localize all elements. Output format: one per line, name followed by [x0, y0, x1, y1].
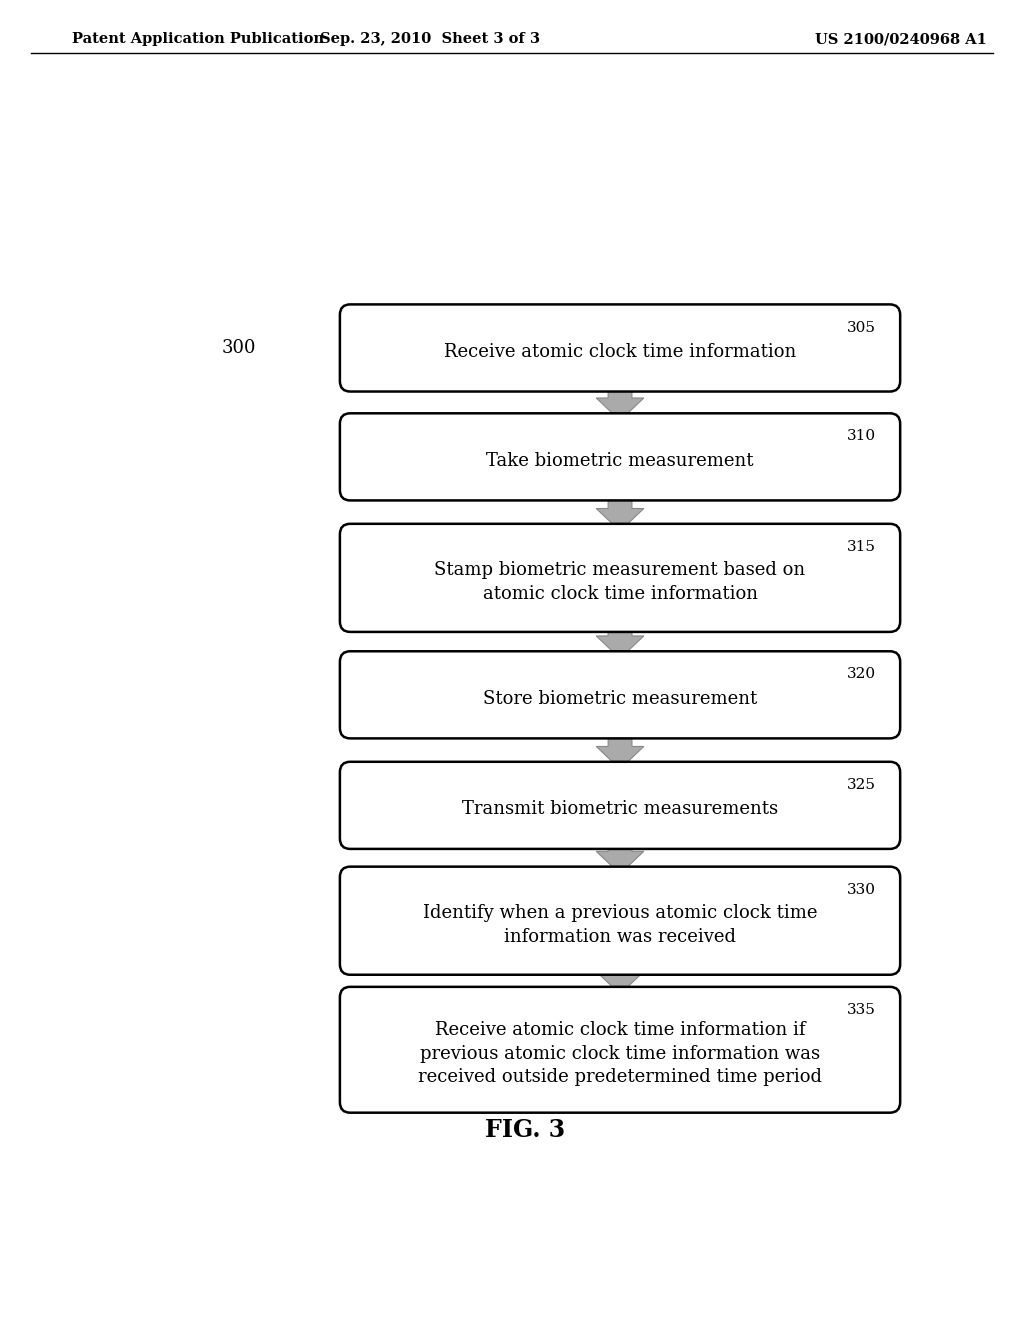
FancyBboxPatch shape — [340, 762, 900, 849]
Text: US 2100/0240968 A1: US 2100/0240968 A1 — [815, 32, 987, 46]
Text: 305: 305 — [847, 321, 876, 334]
Text: Receive atomic clock time information: Receive atomic clock time information — [444, 343, 796, 360]
Text: FIG. 3: FIG. 3 — [484, 1118, 565, 1142]
Text: Stamp biometric measurement based on
atomic clock time information: Stamp biometric measurement based on ato… — [434, 561, 806, 603]
FancyBboxPatch shape — [340, 413, 900, 500]
Polygon shape — [596, 968, 644, 994]
Text: Identify when a previous atomic clock time
information was received: Identify when a previous atomic clock ti… — [423, 904, 817, 945]
Text: 330: 330 — [847, 883, 876, 896]
Polygon shape — [596, 624, 644, 659]
Text: Patent Application Publication: Patent Application Publication — [72, 32, 324, 46]
Polygon shape — [596, 384, 644, 421]
Text: 300: 300 — [222, 339, 256, 356]
Text: Sep. 23, 2010  Sheet 3 of 3: Sep. 23, 2010 Sheet 3 of 3 — [321, 32, 540, 46]
Text: Store biometric measurement: Store biometric measurement — [483, 690, 757, 708]
Text: Take biometric measurement: Take biometric measurement — [486, 451, 754, 470]
Text: 310: 310 — [847, 429, 876, 444]
FancyBboxPatch shape — [340, 305, 900, 392]
FancyBboxPatch shape — [340, 867, 900, 974]
Polygon shape — [596, 842, 644, 874]
Polygon shape — [596, 731, 644, 770]
Text: Transmit biometric measurements: Transmit biometric measurements — [462, 800, 778, 818]
FancyBboxPatch shape — [340, 651, 900, 738]
FancyBboxPatch shape — [340, 524, 900, 632]
Polygon shape — [596, 494, 644, 531]
Text: 335: 335 — [847, 1003, 876, 1016]
Text: Receive atomic clock time information if
previous atomic clock time information : Receive atomic clock time information if… — [418, 1022, 822, 1086]
Text: 325: 325 — [847, 777, 876, 792]
FancyBboxPatch shape — [340, 987, 900, 1113]
Text: 320: 320 — [847, 668, 876, 681]
Text: 315: 315 — [847, 540, 876, 554]
